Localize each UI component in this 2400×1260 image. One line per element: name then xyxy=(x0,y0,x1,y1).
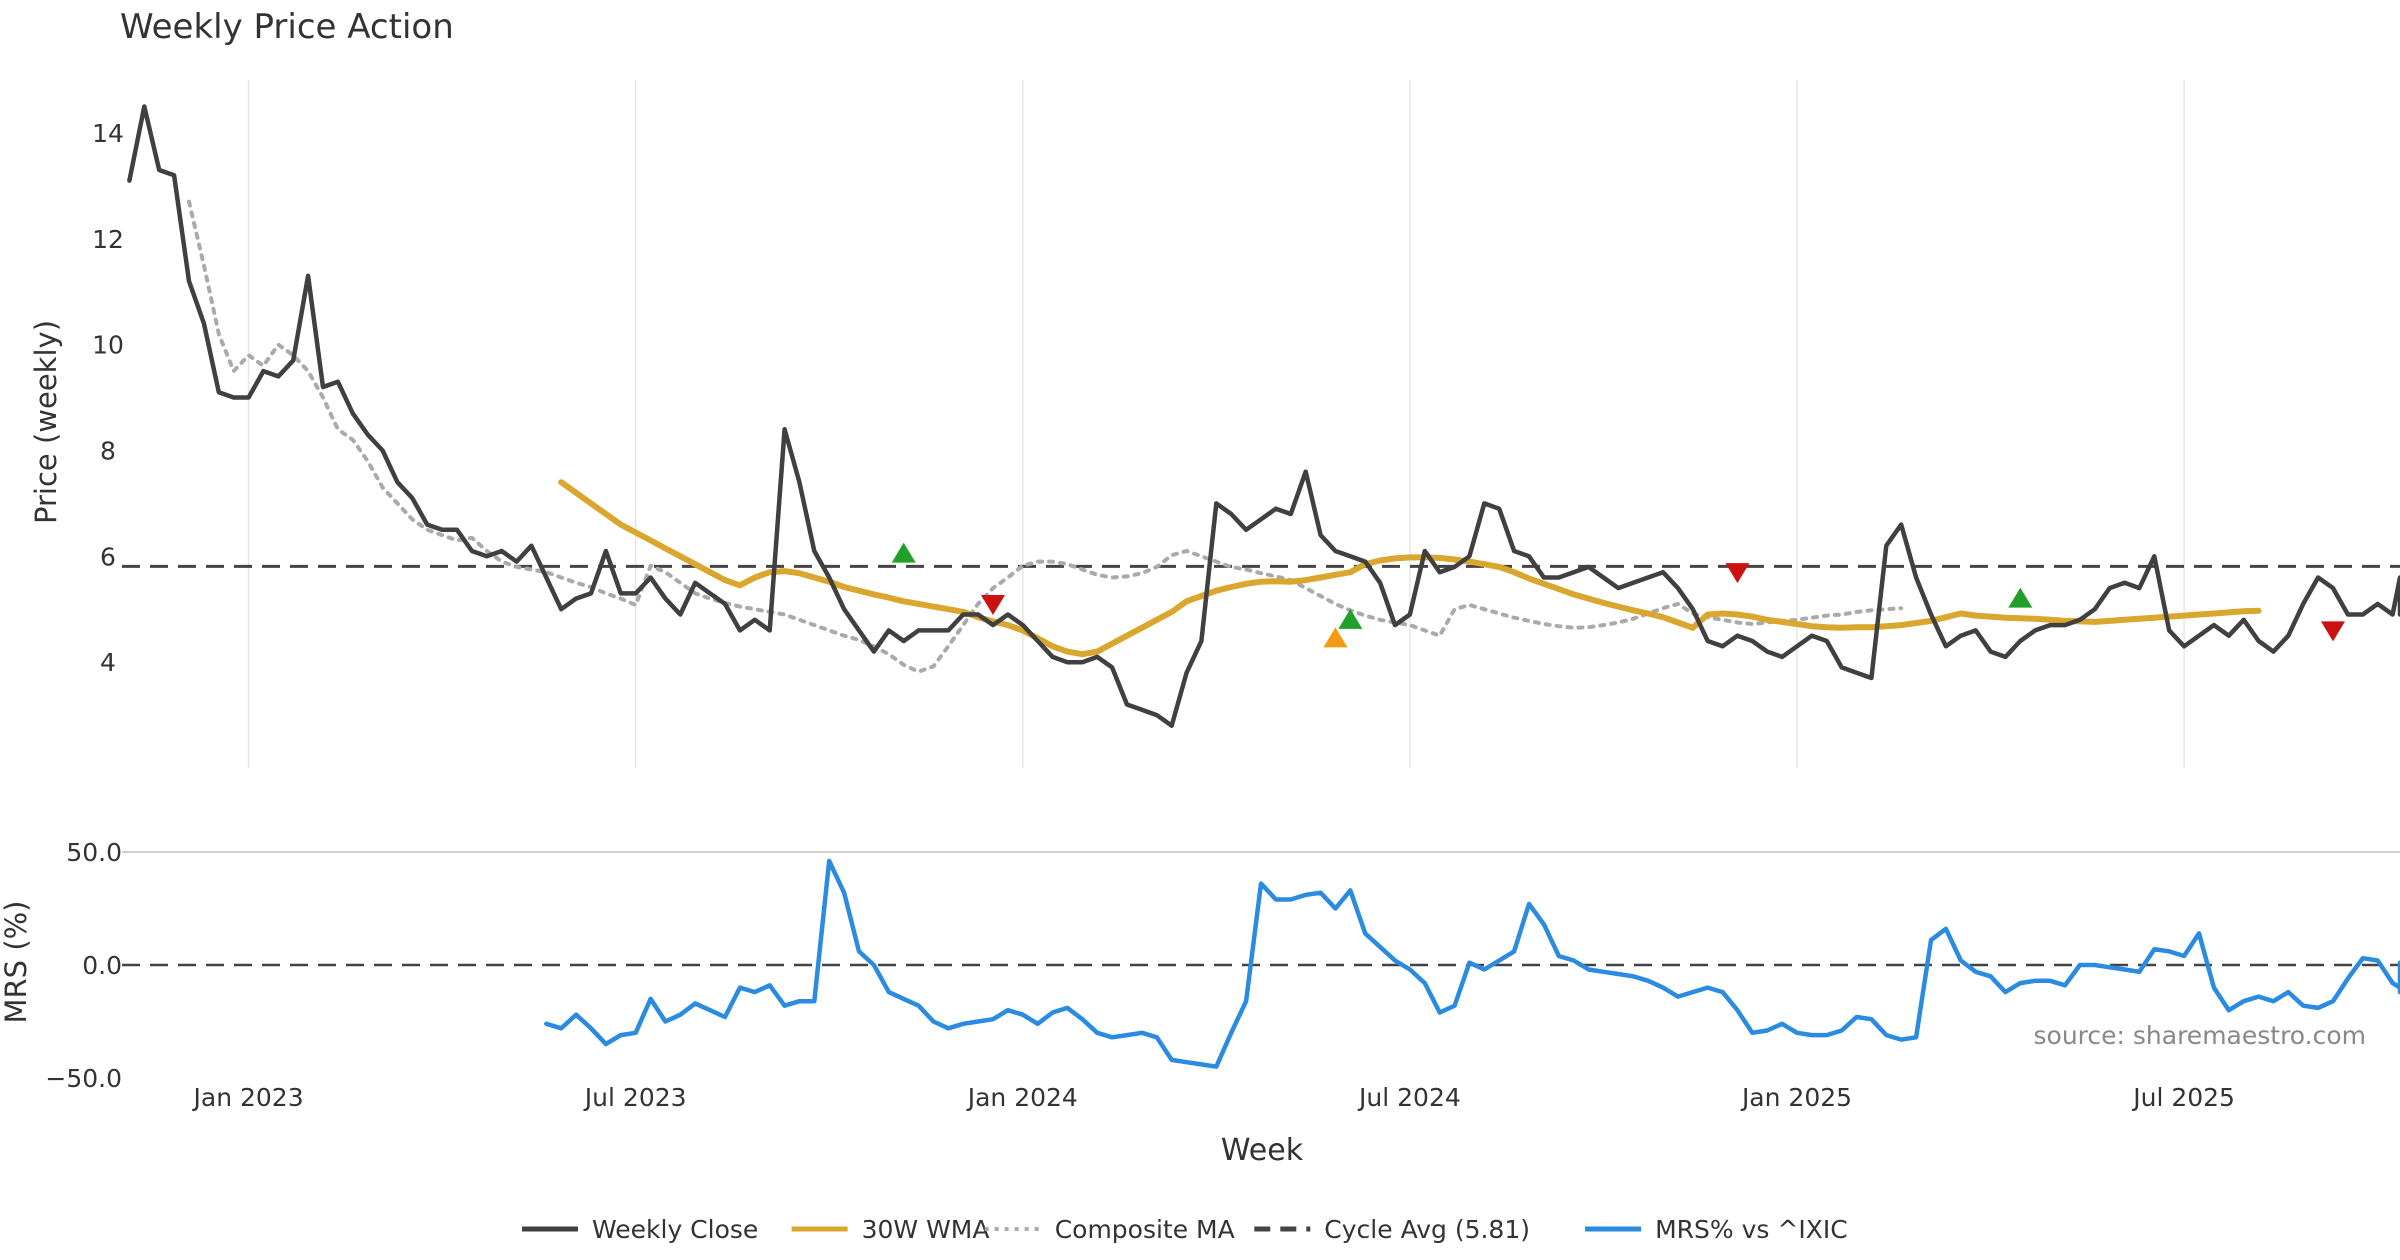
mrs-y-tick-label: 50.0 xyxy=(66,838,122,867)
sell-signal-marker xyxy=(1725,563,1750,584)
legend-label: MRS% vs ^IXIC xyxy=(1655,1215,1848,1244)
buy-signal-marker xyxy=(1323,627,1348,648)
weekly-close-line xyxy=(127,104,2400,728)
x-tick-label: Jan 2025 xyxy=(1740,1083,1852,1112)
legend-label: Cycle Avg (5.81) xyxy=(1324,1215,1530,1244)
mrs-y-tick-label: −50.0 xyxy=(45,1064,122,1093)
sell-signal-marker xyxy=(981,594,1005,615)
x-axis-label: Week xyxy=(1221,1133,1304,1168)
legend-item: Weekly Close xyxy=(522,1215,758,1244)
legend-label: Composite MA xyxy=(1055,1215,1235,1244)
price-y-tick-label: 12 xyxy=(92,225,124,254)
legend: Weekly Close 30W WMA Composite MA Cycle Avg… xyxy=(522,1215,1848,1244)
signal-markers xyxy=(891,542,2345,648)
price-gridlines xyxy=(247,80,2185,768)
x-tick-label: Jul 2025 xyxy=(2131,1083,2235,1112)
legend-label: Weekly Close xyxy=(592,1215,758,1244)
price-y-axis-label: Price (weekly) xyxy=(29,320,63,524)
series-layer xyxy=(127,104,2400,1069)
price-y-tick-label: 14 xyxy=(92,119,124,148)
mrs-y-tick-label: 0.0 xyxy=(82,951,122,980)
x-tick-label: Jan 2023 xyxy=(192,1083,304,1112)
price-y-ticks: 4 6 8 10 12 14 xyxy=(92,119,124,677)
legend-item: Cycle Avg (5.81) xyxy=(1254,1215,1530,1244)
x-tick-label: Jan 2024 xyxy=(966,1083,1078,1112)
legend-item: 30W WMA xyxy=(791,1215,990,1244)
buy-signal-marker xyxy=(1338,608,1363,629)
x-ticks: Jan 2023 Jul 2023 Jan 2024 Jul 2024 Jan 2025… xyxy=(192,1083,2235,1112)
legend-item: MRS% vs ^IXIC xyxy=(1585,1215,1848,1244)
chart-title: Weekly Price Action xyxy=(120,7,454,47)
mrs-y-axis-label: MRS (%) xyxy=(0,901,33,1024)
price-y-tick-label: 10 xyxy=(92,331,124,360)
buy-signal-marker xyxy=(891,542,916,563)
price-y-tick-label: 6 xyxy=(100,542,116,571)
wma-30w-line xyxy=(558,479,2262,658)
sell-signal-marker xyxy=(2321,621,2345,642)
buy-signal-marker xyxy=(2008,587,2033,608)
mrs-y-ticks: 50.0 0.0 −50.0 xyxy=(45,838,122,1093)
mrs-line xyxy=(544,858,2400,1069)
source-note: source: sharemaestro.com xyxy=(2034,1021,2367,1050)
price-y-tick-label: 8 xyxy=(100,436,116,465)
x-tick-label: Jul 2024 xyxy=(1357,1083,1461,1112)
x-tick-label: Jul 2023 xyxy=(583,1083,687,1112)
legend-item: Composite MA xyxy=(984,1215,1235,1244)
composite-ma-line xyxy=(187,199,1904,674)
price-y-tick-label: 4 xyxy=(100,648,116,677)
legend-label: 30W WMA xyxy=(862,1215,990,1244)
